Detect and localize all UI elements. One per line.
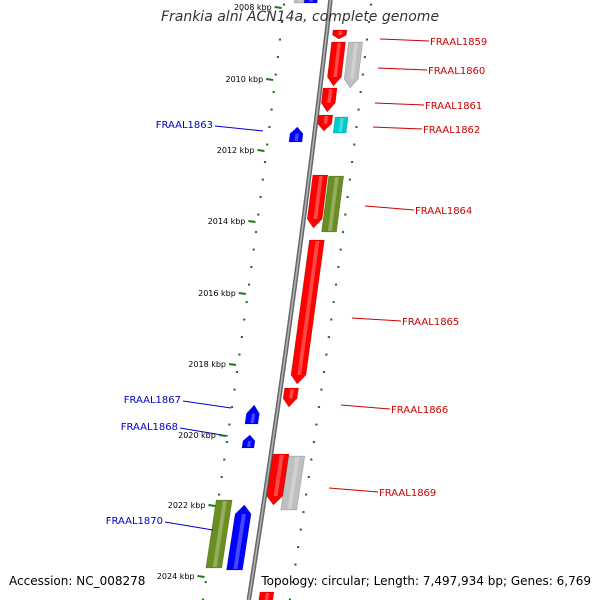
gene-features bbox=[205, 0, 363, 600]
gene-fraal1864[interactable] bbox=[306, 174, 329, 229]
leader-line bbox=[328, 487, 379, 493]
scale-tick bbox=[274, 6, 282, 9]
scale-labels: 2008 kbp 2010 kbp 2012 kbp 2014 kbp 2016 kbp… bbox=[157, 3, 282, 581]
gene-label-fraal1870[interactable]: FRAAL1870 bbox=[106, 516, 163, 527]
gene-fraal1868[interactable] bbox=[241, 434, 256, 449]
accession-text: Accession: NC_008278 bbox=[9, 574, 146, 588]
leader-line bbox=[340, 404, 391, 410]
gene-label-fraal1859[interactable]: FRAAL1859 bbox=[430, 37, 487, 48]
gene-label-fraal1861[interactable]: FRAAL1861 bbox=[425, 101, 482, 112]
gene-fraal1862[interactable] bbox=[317, 114, 334, 132]
leader-line bbox=[377, 67, 428, 71]
gene-fraal1860[interactable] bbox=[327, 41, 346, 87]
leader-line bbox=[374, 102, 425, 106]
gene-label-fraal1863[interactable]: FRAAL1863 bbox=[156, 120, 213, 131]
scale-label: 2022 kbp bbox=[168, 501, 206, 510]
gene-fraal1869[interactable] bbox=[266, 453, 290, 506]
gene-fraal1864-olive[interactable] bbox=[321, 175, 345, 233]
scale-rings bbox=[201, 3, 373, 600]
gene-partial-top-blue[interactable] bbox=[302, 0, 318, 4]
gene-label-fraal1864[interactable]: FRAAL1864 bbox=[415, 206, 472, 217]
inner-scale-ring bbox=[201, 3, 286, 600]
genome-summary-text: Topology: circular; Length: 7,497,934 bp… bbox=[261, 574, 591, 588]
leader-line bbox=[182, 400, 232, 409]
gene-fraal1867[interactable] bbox=[244, 404, 260, 425]
scale-tick bbox=[248, 220, 256, 223]
scale-label: 2020 kbp bbox=[178, 431, 216, 440]
scale-label: 2016 kbp bbox=[198, 289, 236, 298]
genome-title: Frankia alni ACN14a, complete genome bbox=[160, 9, 440, 25]
leader-line bbox=[351, 317, 402, 322]
gene-label-fraal1869[interactable]: FRAAL1869 bbox=[379, 488, 436, 499]
gene-partial-top-grey[interactable] bbox=[293, 0, 305, 4]
scale-tick bbox=[228, 363, 237, 366]
gene-labels: FRAAL1859 FRAAL1860 FRAAL1861 FRAAL1862 FRAA… bbox=[106, 37, 487, 531]
leader-line bbox=[164, 521, 214, 531]
scale-tick bbox=[257, 149, 265, 152]
genome-backbone bbox=[246, 0, 333, 600]
leader-line bbox=[372, 126, 423, 130]
scale-tick bbox=[266, 78, 274, 81]
gene-fraal1865[interactable] bbox=[290, 239, 325, 385]
scale-label: 2014 kbp bbox=[208, 217, 246, 226]
gene-fraal1862-cyan[interactable] bbox=[332, 116, 349, 134]
scale-tick bbox=[238, 292, 246, 295]
gene-fraal1863[interactable] bbox=[288, 126, 304, 143]
leader-line bbox=[379, 38, 430, 42]
gene-label-fraal1866[interactable]: FRAAL1866 bbox=[391, 405, 448, 416]
scale-label: 2010 kbp bbox=[225, 75, 263, 84]
gene-fraal1869-grey[interactable] bbox=[280, 455, 306, 511]
scale-label: 2024 kbp bbox=[157, 572, 195, 581]
backbone-highlight bbox=[247, 0, 332, 600]
leader-line bbox=[364, 205, 415, 211]
gene-fraal1859[interactable] bbox=[332, 29, 348, 40]
gene-partial-bottom-red[interactable] bbox=[258, 591, 275, 600]
outer-feature-ring bbox=[288, 3, 373, 600]
scale-label: 2012 kbp bbox=[217, 146, 255, 155]
gene-fraal1861[interactable] bbox=[320, 87, 338, 113]
leader-line bbox=[214, 125, 264, 132]
gene-label-fraal1862[interactable]: FRAAL1862 bbox=[423, 125, 480, 136]
gene-fraal1870[interactable] bbox=[226, 504, 252, 571]
gene-label-fraal1867[interactable]: FRAAL1867 bbox=[124, 395, 181, 406]
scale-tick bbox=[218, 434, 226, 437]
gene-label-fraal1865[interactable]: FRAAL1865 bbox=[402, 317, 459, 328]
scale-tick bbox=[197, 575, 205, 578]
scale-tick bbox=[208, 504, 216, 507]
gene-fraal1860-companion[interactable] bbox=[343, 41, 363, 89]
scale-label: 2018 kbp bbox=[188, 360, 226, 369]
gene-label-fraal1868[interactable]: FRAAL1868 bbox=[121, 422, 178, 433]
gene-fraal1870-olive[interactable] bbox=[205, 499, 233, 569]
scale-label: 2008 kbp bbox=[234, 3, 272, 12]
gene-label-fraal1860[interactable]: FRAAL1860 bbox=[428, 66, 485, 77]
gene-fraal1866[interactable] bbox=[282, 387, 299, 408]
